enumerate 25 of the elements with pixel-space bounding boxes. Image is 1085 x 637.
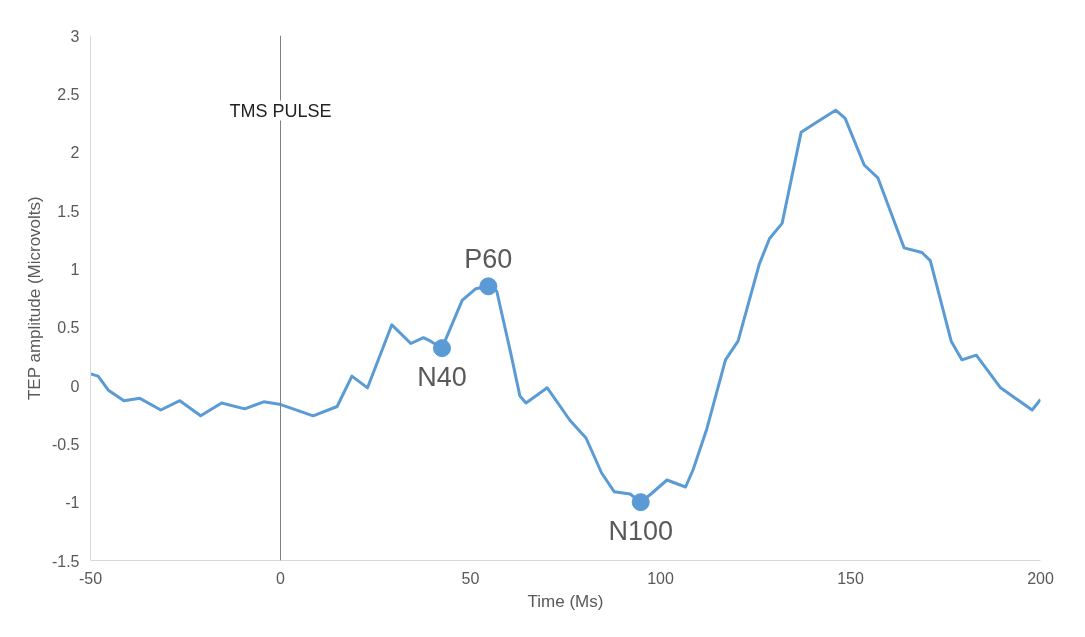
x-tick-label: 200 xyxy=(1027,569,1054,587)
y-tick-label: 3 xyxy=(70,27,80,45)
y-tick-label: 2.5 xyxy=(57,85,80,103)
ref-line-label: TMS PULSE xyxy=(229,100,332,121)
point xyxy=(479,277,498,296)
annotation: N100 xyxy=(608,516,674,547)
y-tick-label: 0 xyxy=(70,377,80,395)
x-tick-label: -50 xyxy=(78,569,103,587)
x-tick-label: 100 xyxy=(647,569,674,587)
x-tick-label: 150 xyxy=(837,569,864,587)
point xyxy=(631,493,650,512)
annotation: N40 xyxy=(417,362,467,393)
y-tick-label: 0.5 xyxy=(57,319,80,337)
annotation: P60 xyxy=(464,244,513,275)
y-axis-title: TEP amplitude (Microvolts) xyxy=(24,196,44,401)
y-tick-label: -0.5 xyxy=(51,435,80,453)
x-axis-title: Time (Ms) xyxy=(527,591,604,611)
x-tick-label: 50 xyxy=(461,569,480,587)
y-tick-label: 1 xyxy=(70,260,80,278)
y-tick-label: -1 xyxy=(65,494,80,512)
point xyxy=(433,339,451,358)
y-tick-label: -1.5 xyxy=(51,552,80,570)
y-tick-label: 1.5 xyxy=(57,202,80,220)
y-tick-label: 2 xyxy=(70,144,80,162)
x-tick-label: 0 xyxy=(276,569,286,587)
